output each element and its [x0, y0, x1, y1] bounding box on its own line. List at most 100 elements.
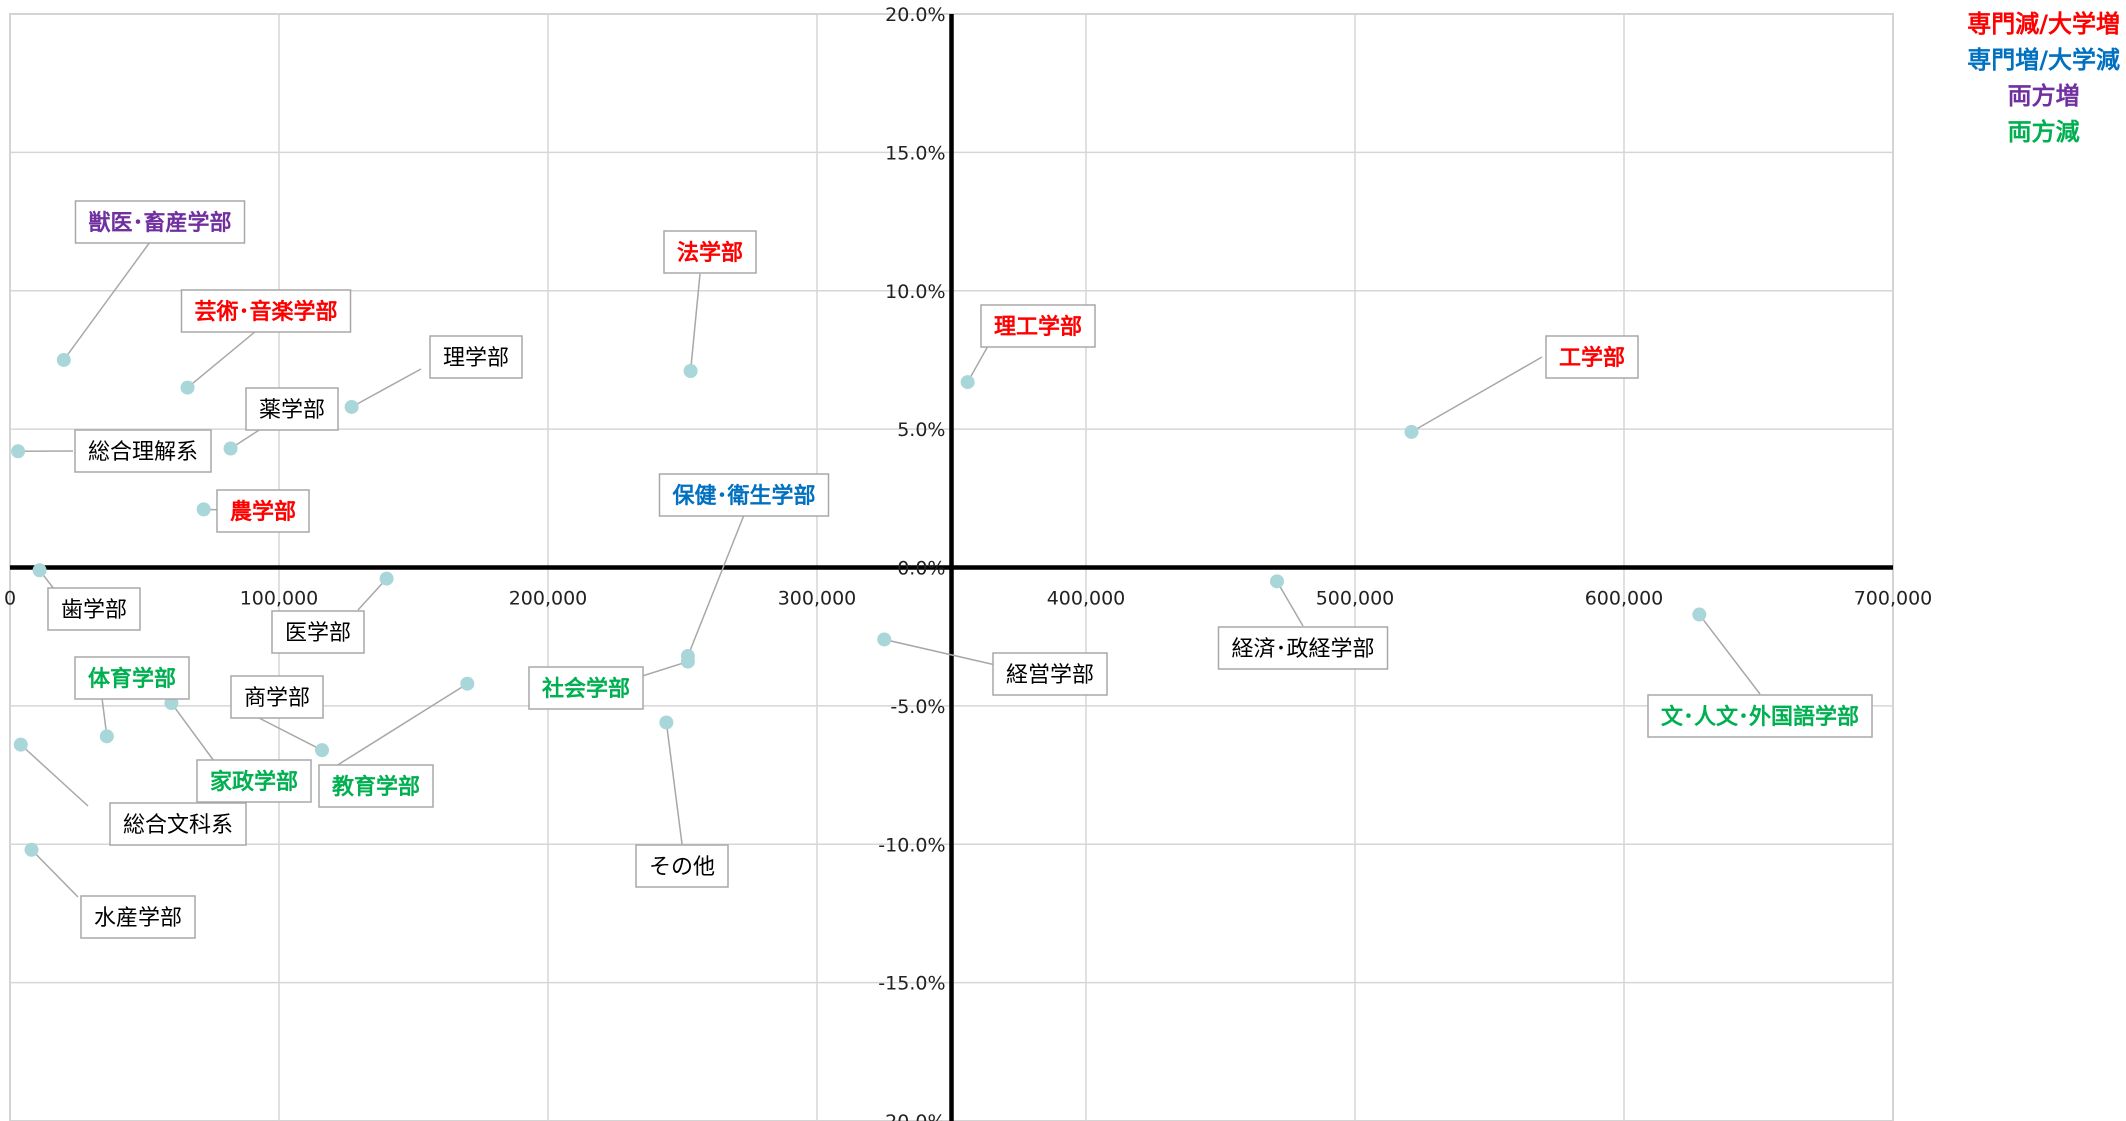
data-label-text: 芸術･音楽学部 — [194, 299, 337, 325]
data-label-text: 経営学部 — [1006, 663, 1094, 688]
y-tick-label: 10.0% — [885, 281, 945, 303]
x-tick-label: 700,000 — [1854, 588, 1933, 610]
y-tick-label: -5.0% — [890, 696, 945, 718]
y-tick-label: -10.0% — [878, 834, 945, 856]
data-point — [32, 563, 47, 578]
leader-line — [1411, 356, 1543, 433]
data-label-text: 体育学部 — [88, 666, 176, 692]
y-tick-label: 5.0% — [897, 419, 945, 441]
data-point — [315, 743, 330, 758]
data-point — [11, 444, 26, 459]
data-label-box — [74, 656, 190, 700]
leader-line — [20, 744, 89, 807]
data-label: 家政学部 — [196, 759, 312, 803]
data-point — [683, 364, 698, 379]
data-label-box — [635, 844, 729, 888]
data-label-box — [47, 587, 141, 631]
leader-line — [357, 578, 388, 611]
data-label: その他 — [635, 844, 729, 888]
data-label-box — [318, 764, 434, 808]
data-label: 商学部 — [230, 675, 324, 719]
y-tick-label: -20.0% — [878, 1111, 945, 1121]
data-label-box — [980, 304, 1096, 348]
data-label-box — [180, 289, 352, 333]
data-point — [196, 502, 211, 517]
data-label-text: 総合文科系 — [123, 813, 233, 838]
data-label-box — [230, 675, 324, 719]
data-point — [56, 352, 71, 367]
leader-line — [1698, 614, 1761, 695]
data-point — [99, 729, 114, 744]
y-tick-label: -15.0% — [878, 973, 945, 995]
data-label: 理学部 — [429, 335, 523, 379]
data-label: 文･人文･外国語学部 — [1647, 694, 1873, 738]
data-label: 体育学部 — [74, 656, 190, 700]
data-point — [877, 632, 892, 647]
data-point — [24, 842, 39, 857]
data-point — [960, 375, 975, 390]
data-label-box — [429, 335, 523, 379]
data-point — [379, 571, 394, 586]
data-label: 法学部 — [663, 230, 757, 274]
data-label: 工学部 — [1545, 335, 1639, 379]
x-tick-label: 0 — [4, 588, 16, 610]
x-tick-label: 300,000 — [778, 588, 857, 610]
data-label: 総合理解系 — [74, 429, 212, 473]
data-point — [344, 399, 359, 414]
legend-item-1: 専門減/大学増 — [1967, 10, 2120, 38]
data-label-text: 理工学部 — [994, 314, 1082, 340]
leader-line — [884, 638, 1001, 667]
data-label: 理工学部 — [980, 304, 1096, 348]
leader-line — [665, 722, 683, 845]
data-label-text: 歯学部 — [61, 598, 127, 623]
leader-line — [30, 849, 79, 898]
x-tick-label: 600,000 — [1585, 588, 1664, 610]
data-label-text: その他 — [649, 855, 715, 880]
data-label-text: 医学部 — [285, 621, 351, 646]
x-tick-label: 500,000 — [1316, 588, 1395, 610]
x-tick-label: 400,000 — [1047, 588, 1126, 610]
leader-line — [1276, 580, 1304, 627]
data-label-box — [74, 200, 246, 244]
data-label-box — [271, 610, 365, 654]
data-label: 医学部 — [271, 610, 365, 654]
data-label-text: 家政学部 — [210, 769, 298, 795]
leader-line — [63, 241, 151, 361]
data-label-box — [663, 230, 757, 274]
data-point — [680, 654, 695, 669]
leader-line — [635, 660, 689, 679]
data-point — [223, 441, 238, 456]
leader-line — [689, 273, 701, 372]
data-label-box — [1217, 626, 1389, 670]
tick-labels: 0 100,000 200,000 300,000 400,000 500,000 600,… — [4, 4, 1932, 1121]
data-label-box — [658, 473, 830, 517]
data-label-box — [74, 429, 212, 473]
data-label: 薬学部 — [245, 387, 339, 431]
data-label-text: 獣医･畜産学部 — [88, 210, 231, 236]
leader-line — [256, 716, 323, 751]
data-label-text: 農学部 — [230, 499, 296, 525]
data-label-box — [80, 895, 196, 939]
data-point — [659, 715, 674, 730]
data-label-text: 文･人文･外国語学部 — [1661, 704, 1859, 730]
legend: 専門減/大学増 専門増/大学減 両方増 両方減 — [1967, 6, 2120, 150]
data-label: 農学部 — [216, 489, 310, 533]
legend-item-3: 両方増 — [2007, 82, 2080, 110]
y-tick-label: 20.0% — [885, 4, 945, 26]
data-label-box — [109, 802, 247, 846]
leader-line — [335, 683, 468, 767]
data-label-text: 工学部 — [1559, 345, 1625, 371]
data-label-text: 理学部 — [443, 346, 509, 371]
data-label-text: 社会学部 — [542, 676, 630, 702]
data-label-text: 法学部 — [677, 240, 743, 266]
leader-line — [687, 514, 745, 657]
data-label-box — [216, 489, 310, 533]
data-label: 経営学部 — [992, 652, 1108, 696]
data-point — [1692, 607, 1707, 622]
data-label: 獣医･畜産学部 — [74, 200, 246, 244]
data-label-text: 教育学部 — [332, 774, 420, 800]
data-label-box — [992, 652, 1108, 696]
data-label-text: 水産学部 — [94, 906, 182, 931]
